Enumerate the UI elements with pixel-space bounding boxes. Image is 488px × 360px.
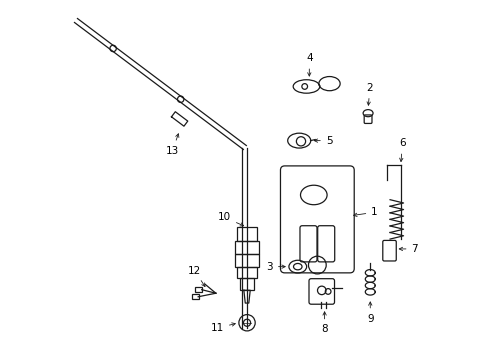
Bar (236, 267, 257, 278)
Text: 9: 9 (366, 302, 373, 324)
Text: 12: 12 (187, 266, 204, 287)
Text: 13: 13 (165, 134, 179, 156)
Text: 1: 1 (353, 207, 377, 217)
Text: 8: 8 (321, 312, 327, 334)
Bar (235, 241, 258, 254)
Text: 10: 10 (218, 212, 243, 226)
Text: 7: 7 (398, 244, 417, 254)
Text: 4: 4 (305, 53, 312, 76)
Bar (235, 254, 258, 267)
Bar (236, 227, 257, 241)
Bar (239, 278, 254, 290)
Text: 3: 3 (266, 262, 285, 272)
Text: 6: 6 (398, 139, 405, 162)
Text: 11: 11 (210, 323, 235, 333)
Text: 5: 5 (314, 136, 332, 145)
Text: 2: 2 (366, 83, 372, 105)
